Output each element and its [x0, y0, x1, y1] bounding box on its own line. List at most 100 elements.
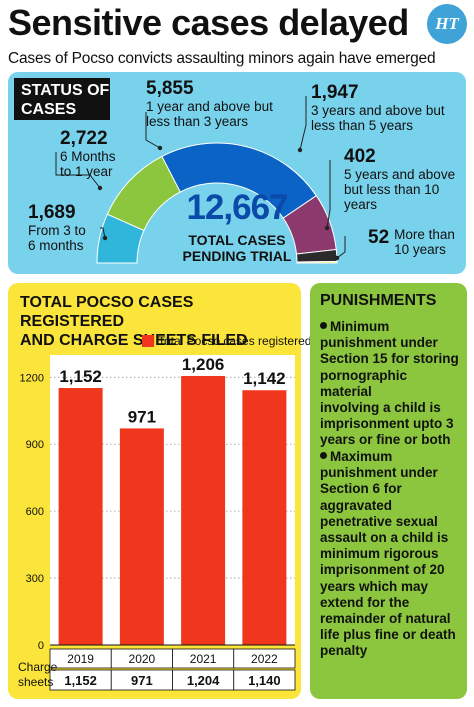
segment-desc-line: less than 3 years: [146, 114, 249, 129]
punishment-line: imprisonment of 20: [320, 562, 445, 578]
bar-value-label: 1,142: [243, 369, 286, 388]
segment-desc-line: 5 years and above: [344, 167, 456, 182]
segment-desc-line: From 3 to: [28, 223, 86, 238]
x-tick-label: 2022: [251, 652, 278, 666]
leader-line: [336, 236, 346, 259]
y-tick-label: 600: [26, 506, 44, 518]
total-label-line2: PENDING TRIAL: [182, 248, 292, 264]
leader-dot: [97, 185, 103, 191]
punishment-line: remainder of natural: [320, 611, 451, 627]
punishment-line: pornographic material: [320, 367, 407, 399]
segment-annotation-3-6-months: 1,689 From 3 to 6 months: [28, 202, 86, 253]
charge-sheet-value: 1,140: [248, 673, 281, 688]
segment-desc-line: 3 years and above but: [311, 103, 445, 118]
category-cell: [233, 648, 296, 669]
punishment-line: assault on a child is: [320, 530, 449, 546]
page-title: Sensitive cases delayed: [8, 2, 409, 43]
punishment-line: life plus fine or death: [320, 627, 456, 643]
punishment-line: Section 15 for storing: [320, 351, 459, 367]
bar-2020: [119, 428, 164, 645]
bar-value-label: 1,152: [59, 367, 102, 386]
punishment-line: punishment under: [320, 465, 438, 481]
total-pending-value: 12,667: [186, 188, 288, 227]
y-tick-label: 0: [38, 640, 44, 652]
punishments-panel: [310, 283, 467, 699]
leader-line: [100, 227, 106, 239]
bullet-icon: [320, 452, 327, 459]
x-tick-label: 2019: [67, 652, 94, 666]
segment-annotation-3-5-years: 1,947 3 years and above but less than 5 …: [311, 82, 445, 133]
status-label-line2: CASES: [21, 101, 77, 118]
punishment-line: involving a child is: [320, 400, 441, 416]
x-tick-label: 2021: [190, 652, 217, 666]
page-subtitle: Cases of Pocso convicts assaulting minor…: [8, 50, 436, 67]
status-label-line1: STATUS OF: [21, 82, 110, 99]
segment-value: 402: [344, 146, 376, 167]
segment-value: 1,947: [311, 82, 359, 103]
status-label: STATUS OF CASES: [14, 78, 110, 120]
segment-desc-line: More than: [394, 227, 455, 242]
segment-value: 1,689: [28, 202, 76, 223]
chart-title-line1: TOTAL POCSO CASES REGISTERED: [20, 294, 194, 330]
punishment-line: imprisonment upto 3: [320, 416, 454, 432]
segment-desc-line: less than 5 years: [311, 118, 414, 133]
punishment-line: punishment under: [320, 335, 438, 351]
bar-value-label: 971: [128, 407, 156, 426]
x-tick-label: 2020: [129, 652, 156, 666]
segment-annotation-over-10-years: 52 More than 10 years: [368, 227, 455, 257]
leader-dot: [297, 147, 303, 153]
bar-value-label: 1,206: [182, 355, 225, 374]
leader-dot: [102, 235, 108, 241]
charge-sheets-label: Charge: [18, 660, 58, 674]
leader-line: [326, 160, 331, 229]
ht-logo: HT: [427, 4, 467, 44]
charge-sheet-value: 1,152: [64, 673, 97, 688]
leader-dot: [157, 145, 163, 151]
punishments-title: PUNISHMENTS: [320, 292, 437, 309]
punishment-item-min: Minimum punishment under Section 15 for …: [320, 319, 462, 449]
punishment-line: aggravated: [320, 497, 393, 513]
segment-value: 2,722: [60, 128, 108, 149]
bar-2022: [242, 390, 287, 645]
charge-sheet-value: 1,204: [187, 673, 220, 688]
y-tick-label: 900: [26, 439, 44, 451]
punishment-line: years or fine or both: [320, 432, 451, 448]
segment-desc-line: to 1 year: [60, 164, 113, 179]
chart-legend: Total Pocso cases registered: [142, 334, 311, 348]
segment-value: 52: [368, 227, 390, 248]
charge-cell: [233, 669, 296, 691]
charge-sheets-label: sheets: [18, 675, 53, 689]
leader-line: [299, 96, 307, 151]
segment-value: 5,855: [146, 78, 194, 99]
punishment-line: penalty: [320, 643, 368, 659]
segment-desc-line: 10 years: [394, 242, 446, 257]
punishment-item-max: Maximum punishment under Section 6 for a…: [320, 449, 462, 660]
segment-desc-line: years: [344, 197, 378, 212]
segment-desc-line: but less than 10: [344, 182, 440, 197]
leader-line: [55, 152, 101, 189]
bar-2021: [181, 375, 226, 645]
legend-label: Total Pocso cases registered: [158, 334, 312, 348]
leader-dot: [324, 225, 330, 231]
y-tick-label: 1200: [20, 372, 44, 384]
charge-sheet-value: 971: [131, 673, 153, 688]
segment-desc-line: 6 Months: [60, 149, 116, 164]
total-label-line1: TOTAL CASES: [188, 232, 286, 248]
punishment-line: years which may: [320, 578, 429, 594]
punishment-line: penetrative sexual: [320, 513, 438, 529]
bar-2019: [58, 388, 103, 645]
segment-desc-line: 1 year and above but: [146, 99, 273, 114]
segment-desc-line: 6 months: [28, 238, 84, 253]
punishment-line: Maximum: [330, 449, 393, 464]
punishment-line: Section 6 for: [320, 481, 402, 497]
chart-title-line2: AND CHARGE SHEETS FILED: [20, 332, 248, 349]
segment-annotation-1-3-years: 5,855 1 year and above but less than 3 y…: [146, 78, 273, 129]
bullet-icon: [320, 322, 327, 329]
leader-dot: [334, 255, 340, 261]
total-pending-label: TOTAL CASES PENDING TRIAL: [152, 232, 322, 264]
leader-line: [145, 112, 161, 149]
donut-segment: [296, 260, 338, 264]
chart-title: TOTAL POCSO CASES REGISTERED AND CHARGE …: [20, 293, 290, 350]
